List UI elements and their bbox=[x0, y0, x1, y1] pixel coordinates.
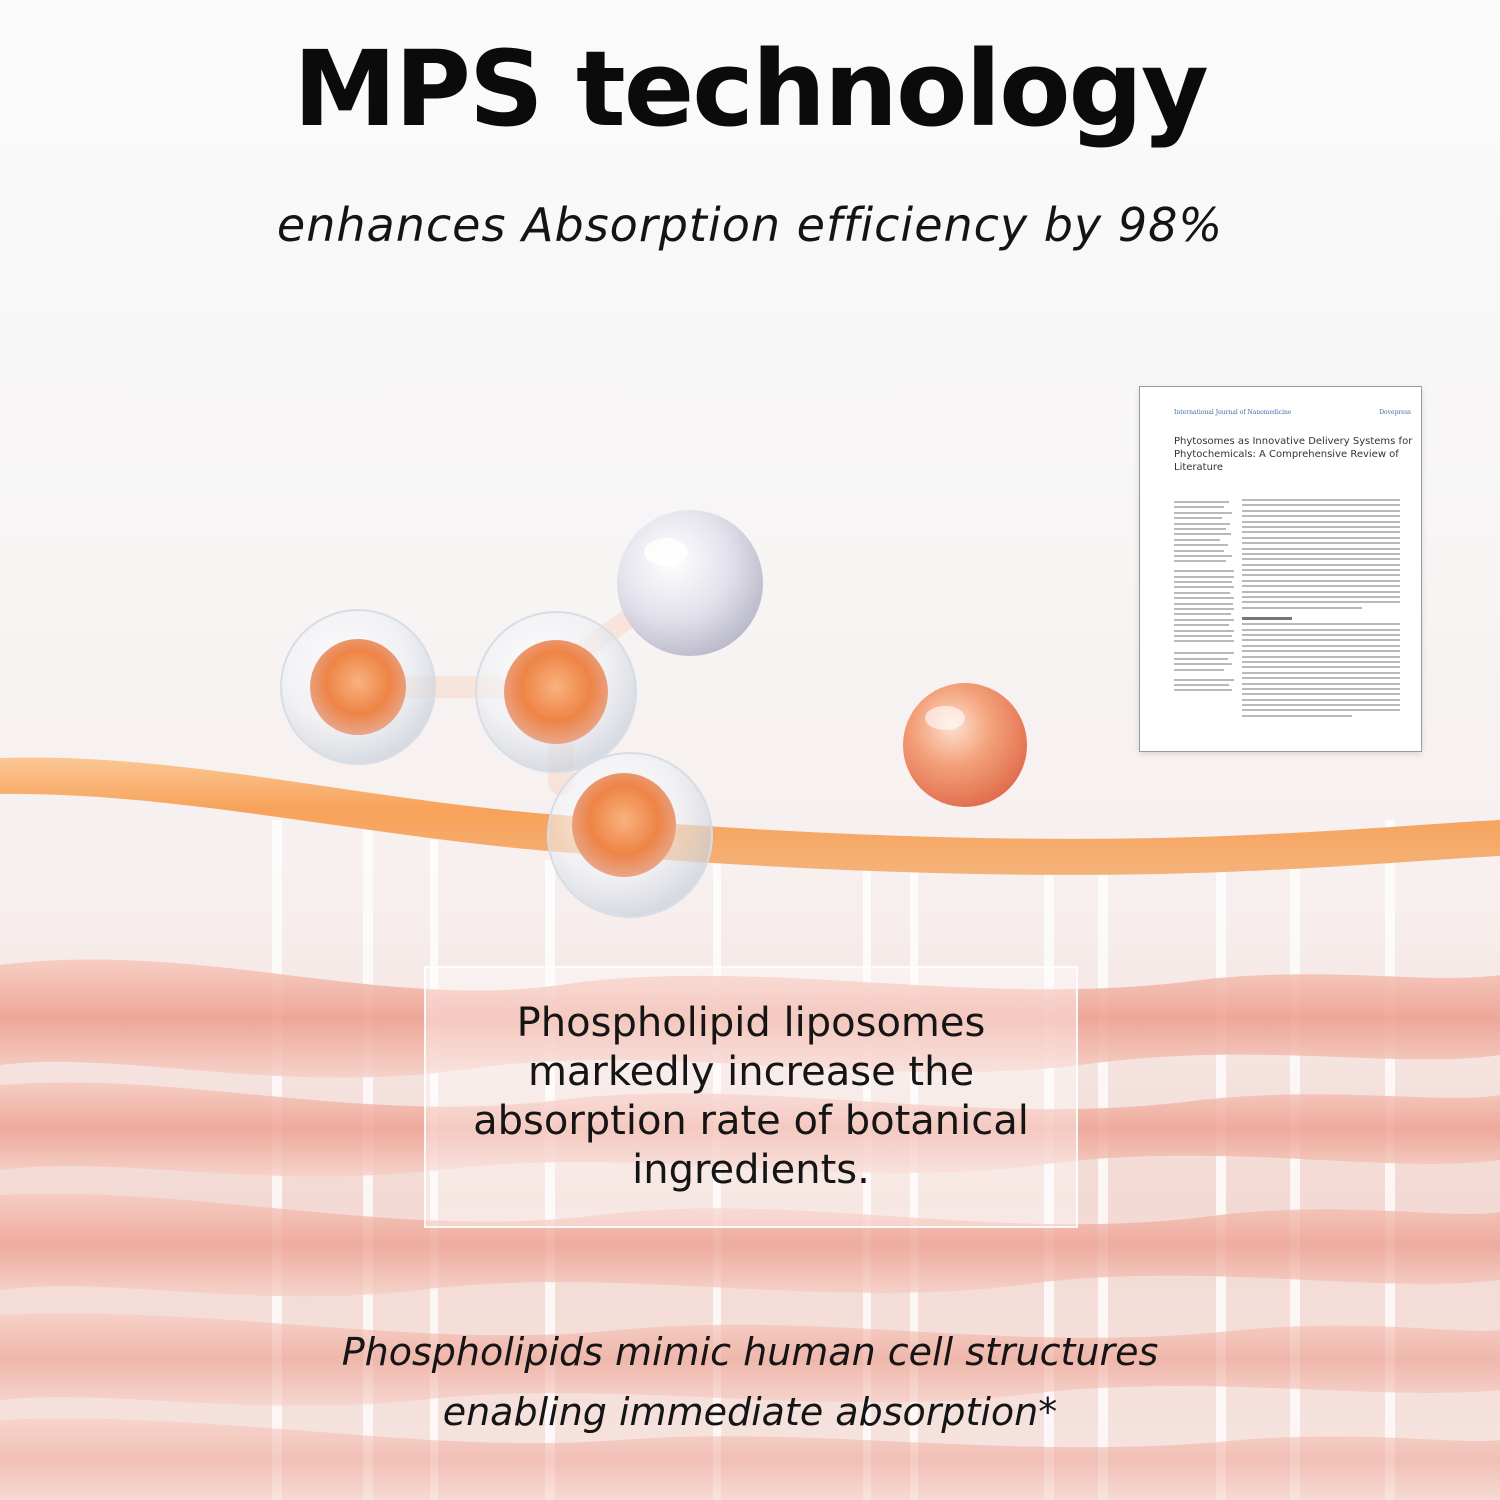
tissue-layers bbox=[0, 959, 1500, 1500]
footnote-line-2: enabling immediate absorption* bbox=[442, 1390, 1058, 1434]
footnote: Phospholipids mimic human cell structure… bbox=[0, 1322, 1500, 1442]
cell-membrane bbox=[0, 757, 1500, 875]
orange-droplet bbox=[903, 683, 1027, 807]
callout-box: Phospholipid liposomes markedly increase… bbox=[424, 966, 1078, 1228]
footnote-line-1: Phospholipids mimic human cell structure… bbox=[341, 1330, 1159, 1374]
liposome-cluster bbox=[280, 510, 763, 918]
callout-text: Phospholipid liposomes markedly increase… bbox=[473, 1000, 1029, 1193]
paper-title: Phytosomes as Innovative Delivery System… bbox=[1174, 436, 1413, 473]
paper-journal: International Journal of Nanomedicine bbox=[1174, 409, 1292, 416]
paper-authors-column bbox=[1174, 501, 1234, 695]
paper-abstract-column bbox=[1242, 499, 1400, 720]
headline: MPS technology bbox=[293, 28, 1209, 150]
research-paper-thumbnail: International Journal of Nanomedicine Do… bbox=[1139, 386, 1422, 752]
subheadline: enhances Absorption efficiency by 98% bbox=[276, 198, 1224, 252]
paper-publisher: Dovepress bbox=[1379, 409, 1411, 416]
